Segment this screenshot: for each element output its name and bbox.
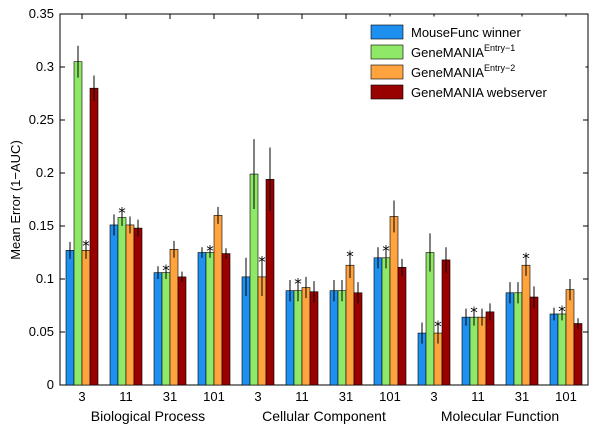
- significance-star: *: [382, 242, 390, 260]
- bar: [169, 249, 179, 386]
- significance-star: *: [206, 242, 214, 260]
- bar: [505, 292, 515, 386]
- legend-swatch: [370, 84, 404, 100]
- legend-entry-superscript: Entry−1: [484, 43, 515, 53]
- bar: [469, 316, 479, 386]
- bar: [81, 250, 91, 386]
- x-tick-label: 3: [78, 389, 85, 404]
- bar: [117, 217, 127, 386]
- legend-entry-main: GeneMANIA: [411, 65, 484, 80]
- x-tick-label: 3: [430, 389, 437, 404]
- bar: [125, 224, 135, 386]
- significance-star: *: [118, 204, 126, 222]
- bar: [73, 61, 83, 386]
- x-tick-label: 101: [555, 389, 577, 404]
- bar: [565, 289, 575, 386]
- bar: [441, 259, 451, 386]
- plot-frame: [59, 13, 589, 386]
- bar: [301, 287, 311, 386]
- bar: [461, 316, 471, 386]
- legend-swatch: [370, 44, 404, 60]
- bar: [381, 257, 391, 386]
- bar: [513, 292, 523, 386]
- bar: [109, 224, 119, 386]
- significance-star: *: [346, 248, 354, 266]
- bar: [345, 264, 355, 386]
- y-tick-label: 0.2: [36, 165, 54, 180]
- legend-entry-main: GeneMANIA webserver: [411, 85, 548, 100]
- x-tick-label: 11: [295, 389, 309, 404]
- x-tick-label: 31: [515, 389, 529, 404]
- bar: [205, 252, 215, 386]
- axis-labels: 00.050.10.150.20.250.30.353 11 31 101 3 11 31 1…: [29, 6, 577, 424]
- y-tick-label: 0.05: [29, 324, 54, 339]
- bar: [89, 87, 99, 386]
- bar: [521, 264, 531, 386]
- y-tick-label: 0.15: [29, 218, 54, 233]
- bar: [557, 313, 567, 386]
- legend-entry: MouseFunc winner: [411, 25, 521, 40]
- significance-star: *: [470, 304, 478, 322]
- bar: [133, 227, 143, 386]
- legend: MouseFunc winnerGeneMANIAEntry−1GeneMANI…: [362, 16, 586, 108]
- y-tick-label: 0: [47, 377, 54, 392]
- bar: [573, 323, 583, 386]
- legend-swatch: [370, 64, 404, 80]
- group-label: Cellular Component: [262, 408, 386, 424]
- bar: [65, 250, 75, 386]
- x-tick-label: 31: [339, 389, 353, 404]
- bar: [309, 291, 319, 386]
- bar: [153, 272, 163, 386]
- y-tick-label: 0.1: [36, 271, 54, 286]
- bar: [397, 267, 407, 386]
- group-label: Biological Process: [91, 408, 205, 424]
- bar: [389, 216, 399, 386]
- significance-star: *: [434, 317, 442, 335]
- bar: [337, 290, 347, 386]
- legend-entry-superscript: Entry−2: [484, 63, 515, 73]
- legend-entry: GeneMANIAEntry−1: [411, 43, 515, 60]
- bar: [485, 311, 495, 386]
- y-axis-label: Mean Error (1−AUC): [8, 140, 23, 260]
- x-tick-label: 101: [203, 389, 225, 404]
- bar: [373, 257, 383, 386]
- x-tick-label: 11: [119, 389, 133, 404]
- y-tick-label: 0.3: [36, 59, 54, 74]
- bar: [477, 316, 487, 386]
- y-tick-label: 0.25: [29, 112, 54, 127]
- bar: [221, 253, 231, 386]
- legend-swatch: [370, 24, 404, 40]
- bar: [177, 276, 187, 386]
- bar: [161, 272, 171, 386]
- bar: [213, 215, 223, 386]
- bar: [353, 292, 363, 386]
- bar: [425, 252, 435, 386]
- significance-star: *: [294, 275, 302, 293]
- significance-star: *: [162, 261, 170, 279]
- significance-star: *: [522, 250, 530, 268]
- bar: [329, 290, 339, 386]
- significance-star: *: [82, 237, 90, 255]
- significance-star: *: [258, 253, 266, 271]
- bar: [285, 290, 295, 386]
- x-tick-label: 11: [471, 389, 485, 404]
- y-tick-label: 0.35: [29, 6, 54, 21]
- x-tick-label: 101: [379, 389, 401, 404]
- legend-entry: GeneMANIA webserver: [411, 85, 548, 100]
- significance-star: *: [558, 303, 566, 321]
- legend-entry-main: GeneMANIA: [411, 45, 484, 60]
- bar: [197, 252, 207, 386]
- x-tick-label: 3: [254, 389, 261, 404]
- x-tick-label: 31: [163, 389, 177, 404]
- group-label: Molecular Function: [441, 408, 559, 424]
- bars: [65, 45, 583, 386]
- legend-entry-main: MouseFunc winner: [411, 25, 521, 40]
- bar: [549, 313, 559, 386]
- bar: [293, 290, 303, 386]
- bar: [529, 296, 539, 386]
- legend-entry: GeneMANIAEntry−2: [411, 63, 515, 80]
